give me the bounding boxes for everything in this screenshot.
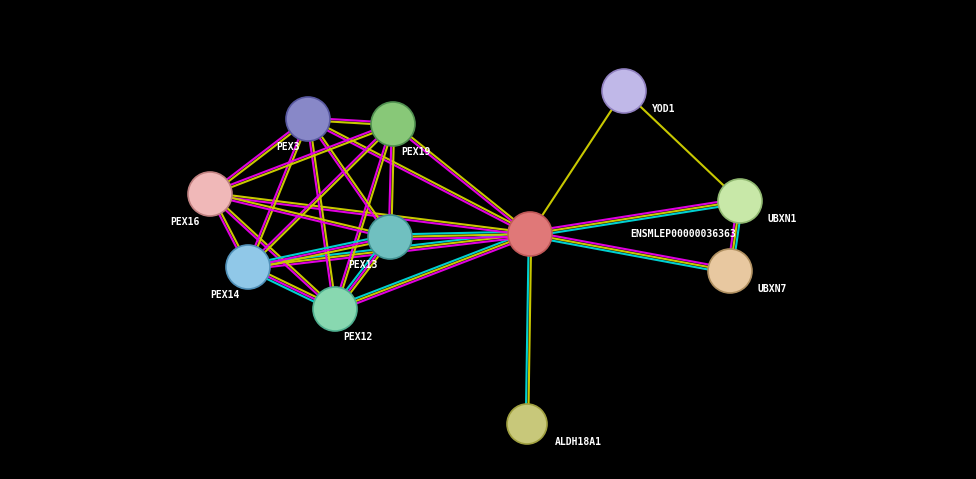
Text: PEX19: PEX19 [401,147,430,157]
Text: ENSMLEP00000036363: ENSMLEP00000036363 [630,229,736,239]
Circle shape [602,69,646,113]
Text: PEX14: PEX14 [211,290,240,300]
Circle shape [313,287,357,331]
Text: ALDH18A1: ALDH18A1 [555,437,602,447]
Text: UBXN7: UBXN7 [758,284,788,294]
Circle shape [718,179,762,223]
Text: PEX3: PEX3 [276,142,300,152]
Text: PEX12: PEX12 [343,332,373,342]
Circle shape [226,245,270,289]
Text: YOD1: YOD1 [652,104,675,114]
Text: UBXN1: UBXN1 [768,214,797,224]
Circle shape [507,404,547,444]
Text: PEX16: PEX16 [171,217,200,227]
Text: PEX13: PEX13 [348,260,378,270]
Circle shape [368,215,412,259]
Circle shape [508,212,552,256]
Circle shape [708,249,752,293]
Circle shape [286,97,330,141]
Circle shape [371,102,415,146]
Circle shape [188,172,232,216]
